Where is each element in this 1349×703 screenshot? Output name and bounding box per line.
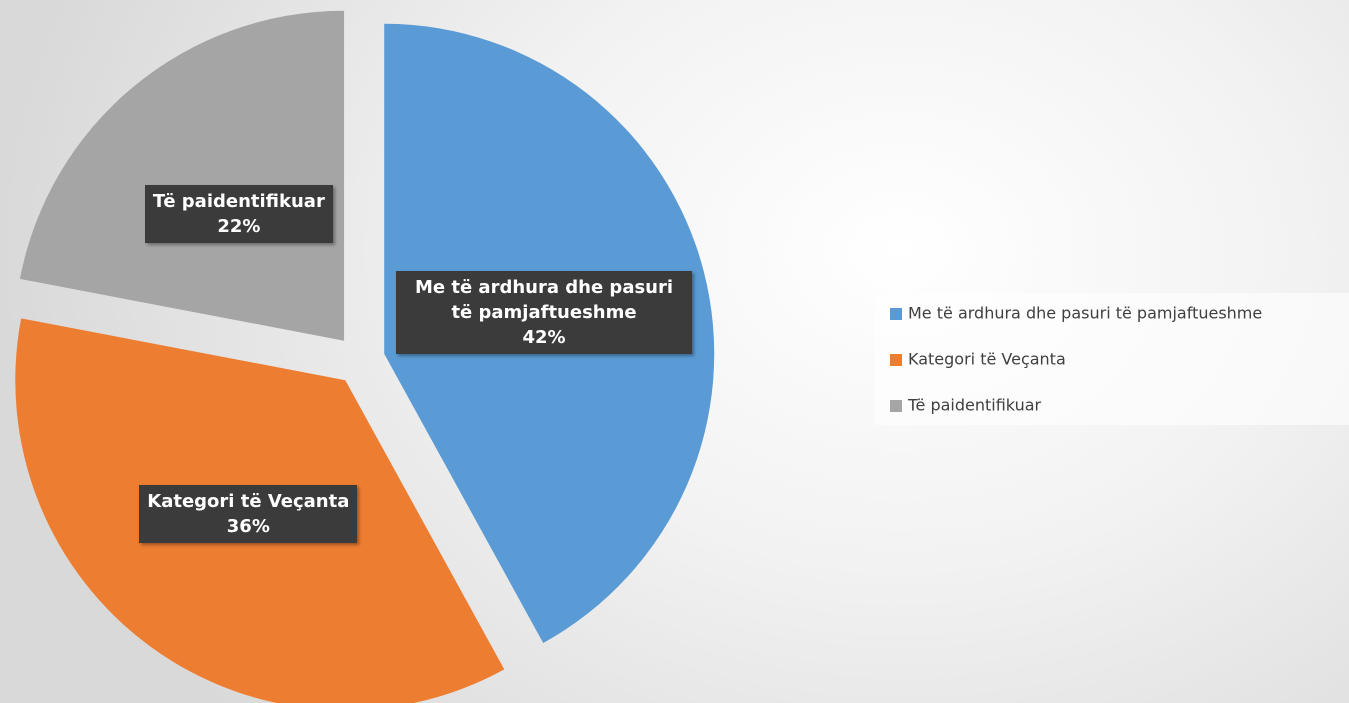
data-label-box: Kategori të Veçanta 36% — [139, 484, 358, 543]
data-label-value: 22% — [217, 215, 261, 237]
data-label-value: 36% — [226, 515, 270, 537]
data-label-wrap: Kategori të Veçanta 36% — [88, 454, 408, 574]
legend-box — [875, 293, 1349, 425]
data-label: Kategori të Veçanta 36% — [88, 454, 408, 574]
data-label-wrap: Të paidentifikuar 22% — [79, 154, 399, 274]
legend-label: Me të ardhura dhe pasuri të pamjaftueshm… — [908, 304, 1262, 323]
pie-slice — [19, 10, 345, 341]
data-label-name: Të paidentifikuar — [152, 190, 325, 212]
legend-label: Kategori të Veçanta — [908, 350, 1066, 369]
data-label: Me të ardhura dhe pasuri të pamjaftueshm… — [384, 253, 704, 373]
data-label: Të paidentifikuar 22% — [79, 154, 399, 274]
data-label-name: Me të ardhura dhe pasuri të pamjaftueshm… — [414, 277, 674, 324]
data-label-name: Kategori të Veçanta — [147, 490, 350, 512]
data-label-value: 42% — [522, 327, 566, 349]
data-label-wrap: Me të ardhura dhe pasuri të pamjaftueshm… — [384, 253, 704, 373]
legend-label: Të paidentifikuar — [907, 396, 1042, 415]
legend-swatch — [890, 308, 902, 320]
data-label-box: Të paidentifikuar 22% — [144, 184, 333, 243]
data-label-box: Me të ardhura dhe pasuri të pamjaftueshm… — [396, 271, 693, 355]
legend-swatch — [890, 354, 902, 366]
legend-swatch — [890, 400, 902, 412]
